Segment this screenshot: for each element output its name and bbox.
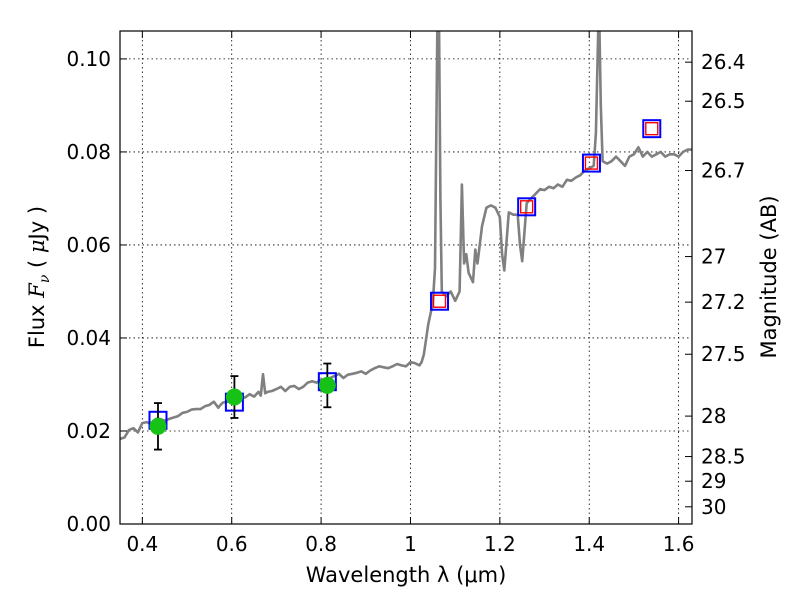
series-group <box>120 31 692 451</box>
y-axis-label-part-2: F <box>25 282 49 299</box>
x-tick-label: 1.2 <box>484 532 516 556</box>
y-axis-label-part-3: ν <box>37 274 53 283</box>
y-axis-label-part-4: ( <box>25 253 49 275</box>
right-tick-label: 28.5 <box>701 445 746 469</box>
right-tick-label: 27.2 <box>701 290 746 314</box>
y-tick-label: 0.06 <box>66 233 111 257</box>
right-tick-label: 27.5 <box>701 342 746 366</box>
y-tick-label: 0.00 <box>66 512 111 536</box>
observed-photometry-point <box>225 388 243 406</box>
model-photometry-inner-square <box>645 121 659 136</box>
x-tick-label: 1.4 <box>573 532 605 556</box>
x-tick-label: 1 <box>404 532 417 556</box>
y-axis-label-part-6: Jy ) <box>25 206 49 242</box>
model-photometry-inner-square <box>584 156 599 170</box>
right-axis-label: Magnitude (AB) <box>757 195 781 358</box>
right-tick-label: 26.7 <box>701 159 746 183</box>
grid <box>120 31 692 525</box>
x-tick-label: 0.6 <box>216 532 248 556</box>
right-tick-label: 27 <box>701 245 726 269</box>
x-tick-label: 1.6 <box>663 532 695 556</box>
model-photometry-square <box>517 197 537 217</box>
model-photometry-inner-square <box>432 294 447 308</box>
model-photometry-square <box>430 291 450 311</box>
right-tick-label: 26.5 <box>701 89 746 113</box>
spectrum-line <box>120 31 692 441</box>
plot-frame <box>119 30 693 525</box>
y-tick-label: 0.02 <box>66 419 111 443</box>
model-photometry-inner-square <box>519 200 534 214</box>
y-axis-label-part-5: μ <box>25 239 49 253</box>
plot-area <box>120 31 692 451</box>
observed-photometry-point <box>318 376 336 394</box>
x-axis-label: Wavelength λ (μm) <box>306 563 507 587</box>
right-tick-label: 30 <box>701 495 726 519</box>
right-tick-label: 29 <box>701 469 726 493</box>
y-tick-label: 0.08 <box>66 140 111 164</box>
x-tick-label: 0.4 <box>126 532 158 556</box>
model-photometry-square <box>581 153 601 173</box>
axes: 0.4 0.6 0.8 1 1.2 1.4 1.6 0.00 0.02 0.04 0.06 0.08 0… <box>66 31 746 556</box>
y-tick-label: 0.04 <box>66 326 111 350</box>
model-photometry-square <box>642 119 662 139</box>
y-axis-label: Flux Fν ( μJy ) <box>25 206 53 348</box>
y-tick-label: 0.10 <box>66 47 111 71</box>
x-tick-label: 0.8 <box>305 532 337 556</box>
observed-photometry-point <box>149 417 167 435</box>
right-tick-label: 26.4 <box>701 50 746 74</box>
y-axis-label-part-1: Flux <box>25 298 49 348</box>
right-tick-label: 28 <box>701 404 726 428</box>
